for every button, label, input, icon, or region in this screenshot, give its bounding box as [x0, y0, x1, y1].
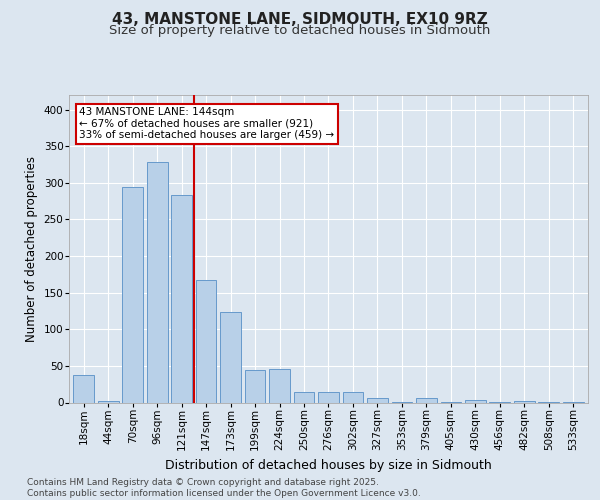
- Bar: [196, 280, 217, 402]
- Bar: [269, 369, 290, 402]
- Bar: [98, 401, 119, 402]
- Bar: [367, 398, 388, 402]
- Bar: [514, 401, 535, 402]
- X-axis label: Distribution of detached houses by size in Sidmouth: Distribution of detached houses by size …: [165, 458, 492, 471]
- Text: Size of property relative to detached houses in Sidmouth: Size of property relative to detached ho…: [109, 24, 491, 37]
- Bar: [147, 162, 167, 402]
- Y-axis label: Number of detached properties: Number of detached properties: [25, 156, 38, 342]
- Bar: [220, 312, 241, 402]
- Bar: [416, 398, 437, 402]
- Text: 43 MANSTONE LANE: 144sqm
← 67% of detached houses are smaller (921)
33% of semi-: 43 MANSTONE LANE: 144sqm ← 67% of detach…: [79, 108, 335, 140]
- Bar: [73, 374, 94, 402]
- Bar: [293, 392, 314, 402]
- Bar: [122, 186, 143, 402]
- Bar: [465, 400, 486, 402]
- Bar: [318, 392, 339, 402]
- Bar: [171, 196, 192, 402]
- Text: 43, MANSTONE LANE, SIDMOUTH, EX10 9RZ: 43, MANSTONE LANE, SIDMOUTH, EX10 9RZ: [112, 12, 488, 28]
- Text: Contains HM Land Registry data © Crown copyright and database right 2025.
Contai: Contains HM Land Registry data © Crown c…: [27, 478, 421, 498]
- Bar: [343, 392, 364, 402]
- Bar: [245, 370, 265, 402]
